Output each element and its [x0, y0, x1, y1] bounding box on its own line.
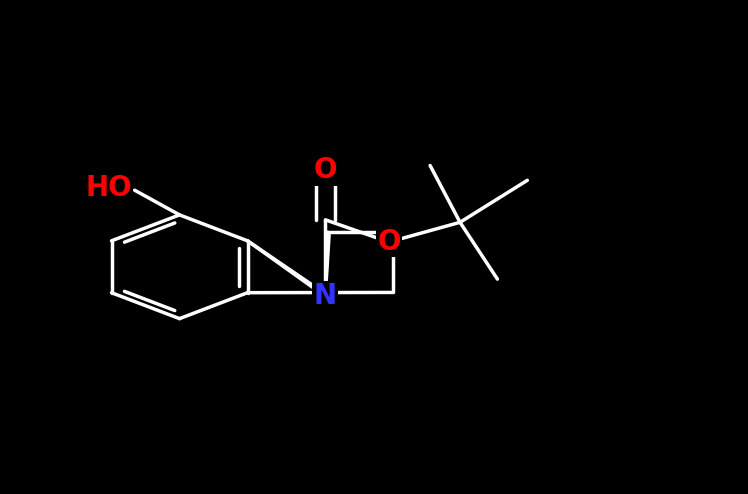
Text: O: O — [313, 157, 337, 184]
Text: HO: HO — [85, 174, 132, 202]
Text: O: O — [377, 228, 401, 256]
Text: N: N — [314, 283, 337, 310]
